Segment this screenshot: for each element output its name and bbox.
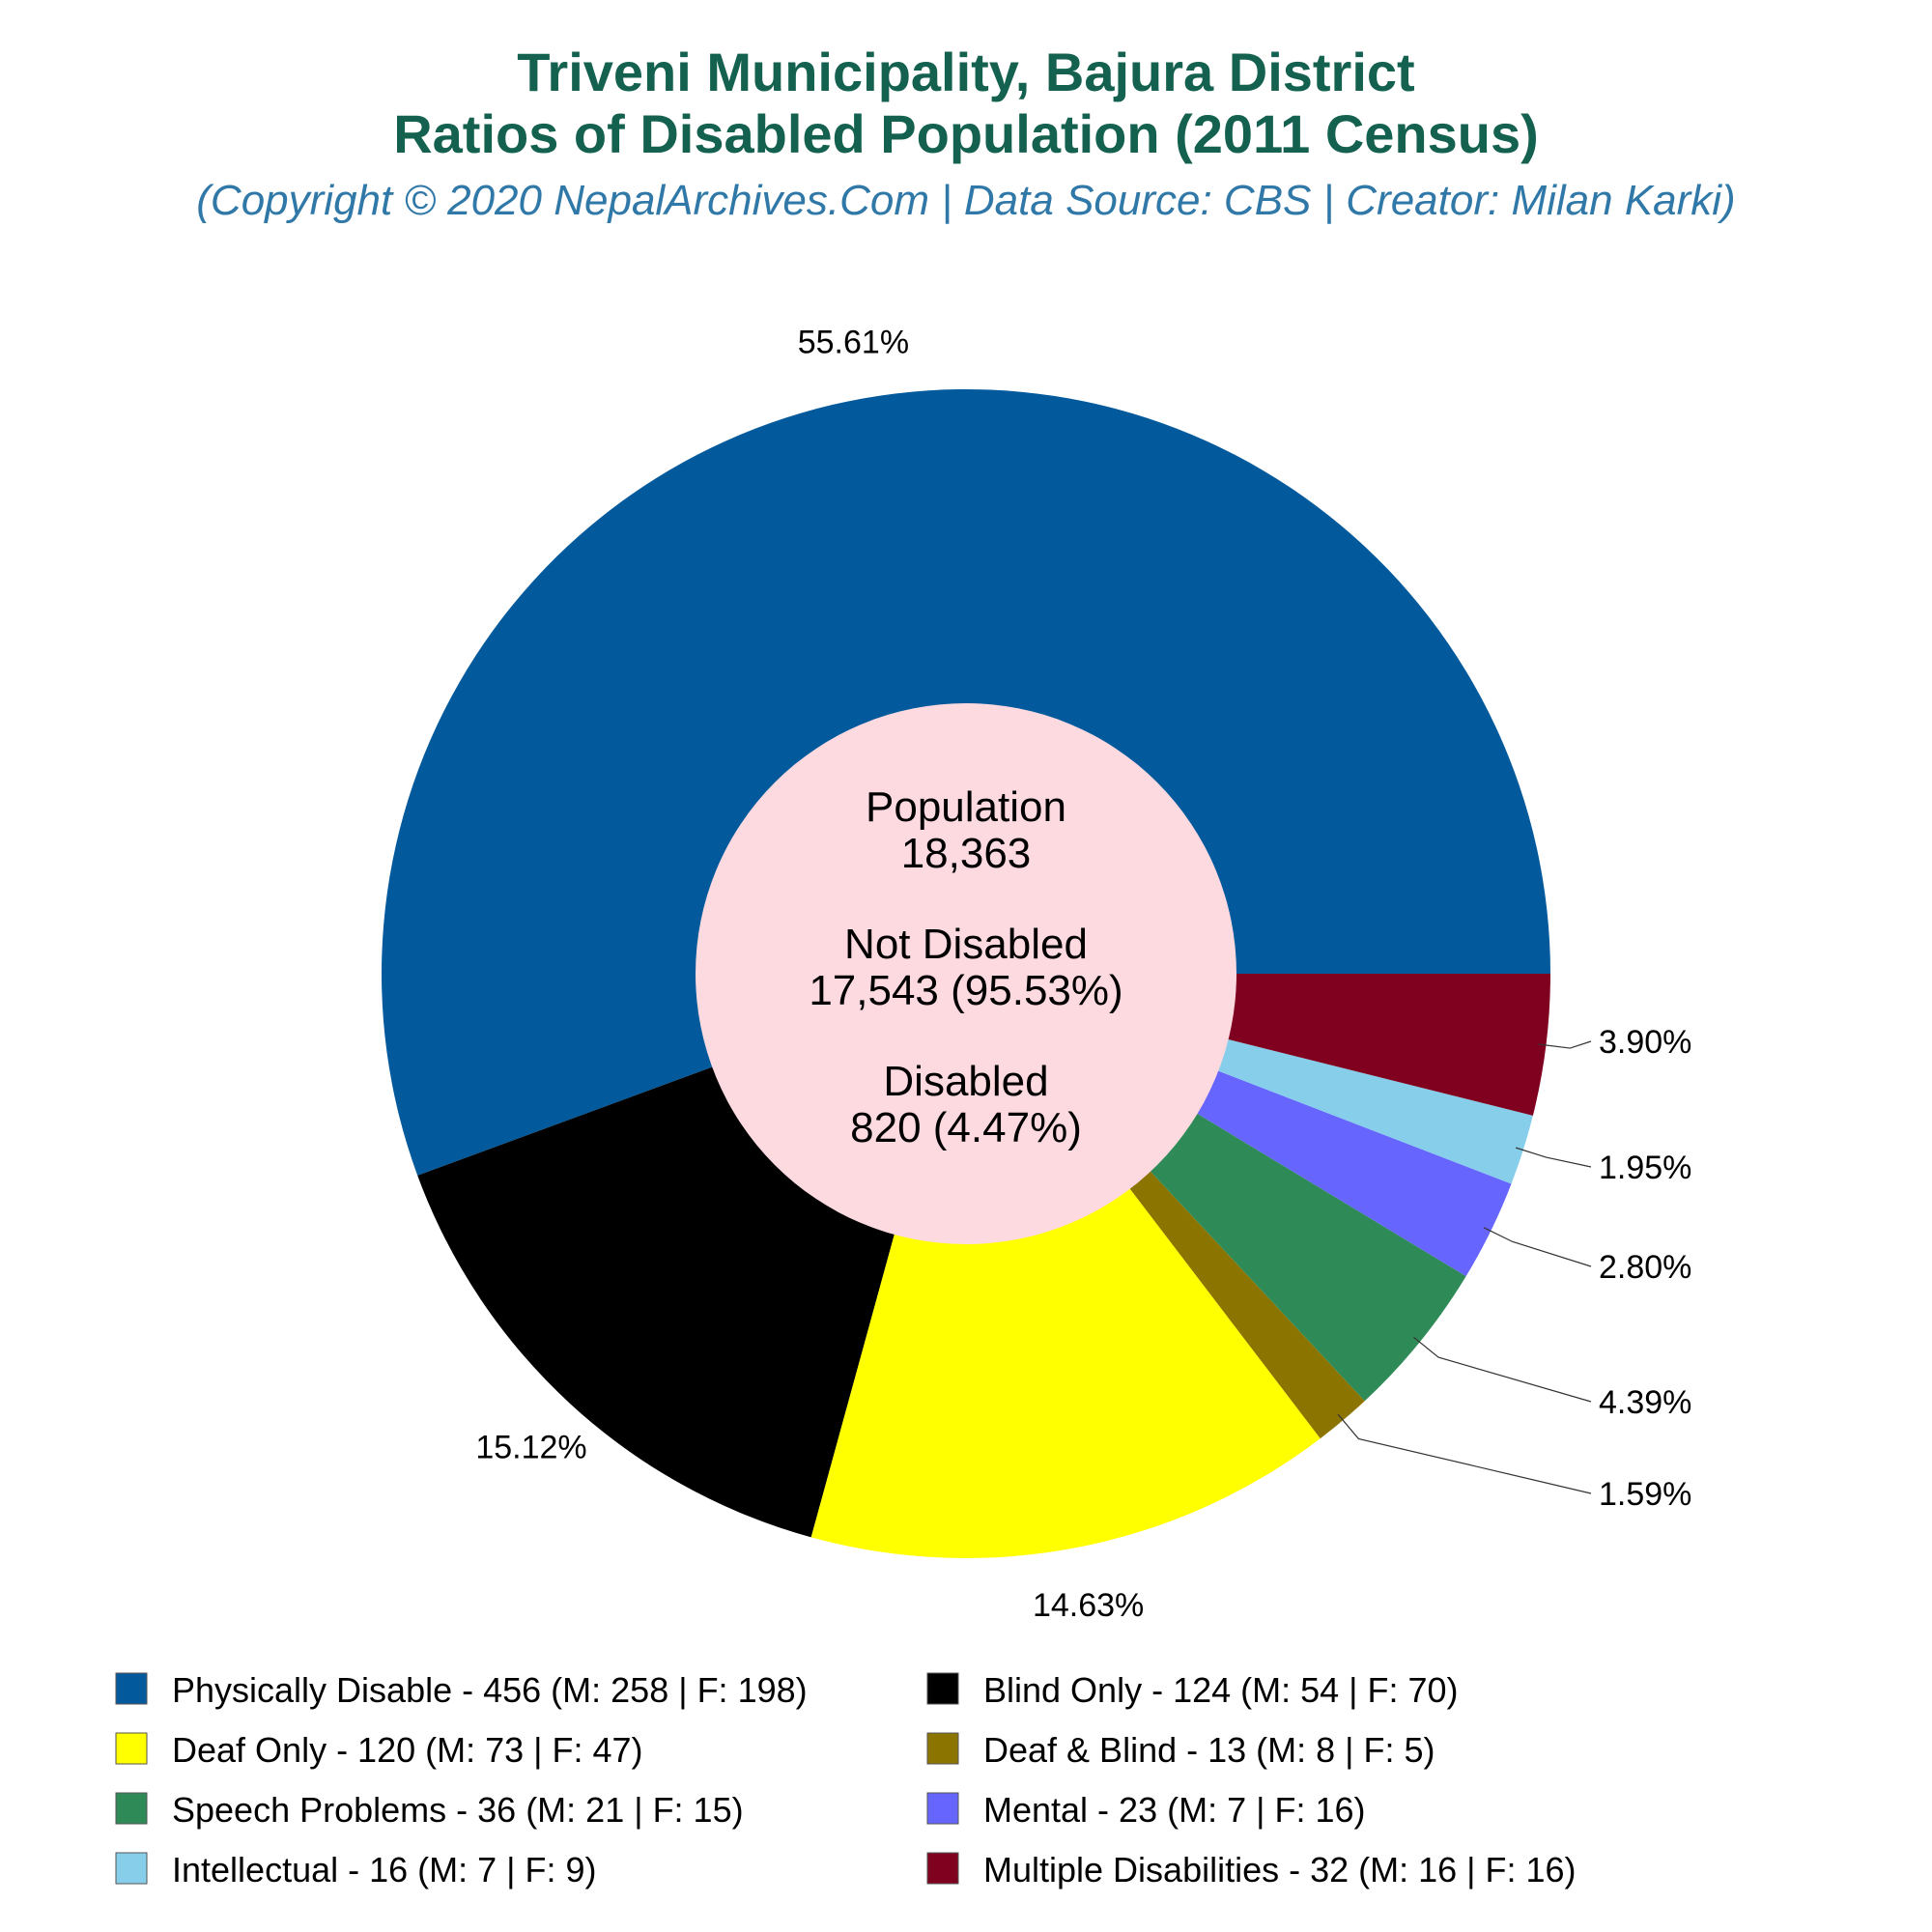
center-not-disabled-value: 17,543 (95.53%) (809, 967, 1122, 1014)
legend-swatch-speech-problems (115, 1792, 148, 1825)
percent-label-deaf-only: 14.63% (1033, 1587, 1144, 1624)
legend-label-intellectual: Intellectual - 16 (M: 7 | F: 9) (172, 1850, 597, 1889)
center-population-value: 18,363 (901, 830, 1032, 877)
chart-subtitle: (Copyright © 2020 NepalArchives.Com | Da… (196, 177, 1735, 224)
legend-swatch-intellectual (115, 1852, 148, 1885)
legend: Physically Disable - 456 (M: 258 | F: 19… (115, 1670, 1577, 1889)
legend-swatch-blind-only (926, 1672, 959, 1705)
legend-label-multiple-disabilities: Multiple Disabilities - 32 (M: 16 | F: 1… (983, 1850, 1577, 1889)
legend-label-blind-only: Blind Only - 124 (M: 54 | F: 70) (983, 1670, 1459, 1710)
legend-label-deaf-and-blind: Deaf & Blind - 13 (M: 8 | F: 5) (983, 1730, 1435, 1770)
percent-label-blind-only: 15.12% (475, 1430, 586, 1466)
leader-line-multiple-disabilities (1538, 1040, 1592, 1049)
legend-label-mental: Mental - 23 (M: 7 | F: 16) (983, 1790, 1365, 1830)
legend-label-physically-disable: Physically Disable - 456 (M: 258 | F: 19… (172, 1670, 808, 1710)
chart-title-line1: Triveni Municipality, Bajura District (517, 42, 1414, 102)
chart-title-line2: Ratios of Disabled Population (2011 Cens… (393, 103, 1539, 164)
percent-label-mental: 2.80% (1599, 1249, 1691, 1286)
percent-labels: 55.61% 15.12% 14.63% 1.59% 4.39% 2.80% 1.95% 3.… (475, 324, 1691, 1624)
legend-swatch-physically-disable (115, 1672, 148, 1705)
legend-swatch-multiple-disabilities (926, 1852, 959, 1885)
percent-label-multiple-disabilities: 3.90% (1599, 1024, 1691, 1061)
leader-line-mental (1483, 1227, 1592, 1267)
leader-line-speech-problems (1413, 1336, 1592, 1403)
leader-line-deaf-and-blind (1337, 1413, 1592, 1494)
leader-line-intellectual (1515, 1147, 1592, 1168)
legend-swatch-deaf-only (115, 1732, 148, 1765)
percent-label-intellectual: 1.95% (1599, 1150, 1691, 1186)
center-circle (696, 703, 1236, 1244)
center-disabled-value: 820 (4.47%) (850, 1104, 1082, 1151)
legend-label-deaf-only: Deaf Only - 120 (M: 73 | F: 47) (172, 1730, 643, 1770)
center-disabled-label: Disabled (883, 1058, 1048, 1105)
legend-swatch-deaf-and-blind (926, 1732, 959, 1765)
percent-label-physically-disable: 55.61% (798, 324, 909, 360)
legend-swatch-mental (926, 1792, 959, 1825)
center-population-label: Population (866, 783, 1066, 831)
center-not-disabled-label: Not Disabled (844, 921, 1088, 968)
legend-label-speech-problems: Speech Problems - 36 (M: 21 | F: 15) (172, 1790, 744, 1830)
percent-label-deaf-and-blind: 1.59% (1599, 1476, 1691, 1513)
percent-label-speech-problems: 4.39% (1599, 1384, 1691, 1421)
